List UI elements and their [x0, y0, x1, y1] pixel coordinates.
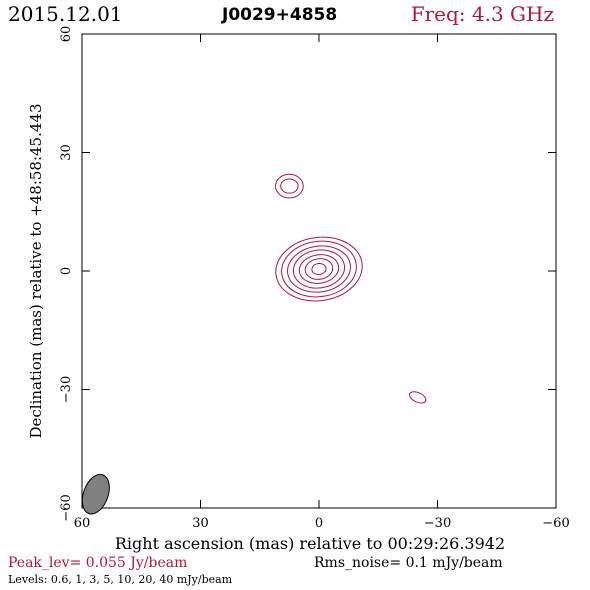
- y-tick-label: 30: [59, 144, 74, 161]
- x-axis-label: Right ascension (mas) relative to 00:29:…: [115, 534, 505, 553]
- contour-line: [281, 240, 357, 298]
- beam-shape: [81, 473, 110, 515]
- contour-levels: Levels: 0.6, 1, 3, 5, 10, 20, 40 mJy/bea…: [8, 573, 233, 586]
- y-tick-labels: 60 30 0 −30 −60: [59, 26, 74, 522]
- contour-lines: [275, 173, 427, 404]
- y-tick-label: 60: [59, 26, 74, 43]
- y-tick-label: 0: [59, 267, 74, 275]
- x-tick-label: −30: [424, 516, 451, 531]
- x-tick-labels: 60 30 0 −30 −60: [74, 516, 570, 531]
- contour-line: [304, 258, 334, 280]
- y-axis-label: Declination (mas) relative to +48:58:45.…: [27, 103, 45, 438]
- contour-line: [275, 236, 363, 302]
- contour-line: [298, 254, 340, 284]
- x-tick-label: 30: [192, 516, 209, 531]
- y-tick-label: −30: [59, 376, 74, 403]
- x-tick-label: 0: [315, 516, 323, 531]
- peak-level: Peak_lev= 0.055 Jy/beam: [8, 555, 188, 571]
- contour-line: [280, 178, 299, 194]
- source-name: J0029+4858: [222, 5, 338, 25]
- contour-line: [292, 249, 346, 289]
- y-tick-label: −60: [59, 494, 74, 521]
- rms-noise: Rms_noise= 0.1 mJy/beam: [314, 555, 503, 571]
- contour-line: [409, 391, 427, 404]
- axis-ticks: [81, 33, 557, 509]
- contour-line: [275, 173, 304, 199]
- contour-line: [311, 262, 327, 276]
- observation-date: 2015.12.01: [8, 2, 123, 26]
- x-tick-label: −60: [542, 516, 569, 531]
- plot-frame: [81, 33, 557, 509]
- x-tick-label: 60: [74, 516, 91, 531]
- contour-line: [287, 245, 351, 293]
- frequency-label: Freq: 4.3 GHz: [410, 2, 554, 26]
- beam-ellipse: [81, 473, 110, 515]
